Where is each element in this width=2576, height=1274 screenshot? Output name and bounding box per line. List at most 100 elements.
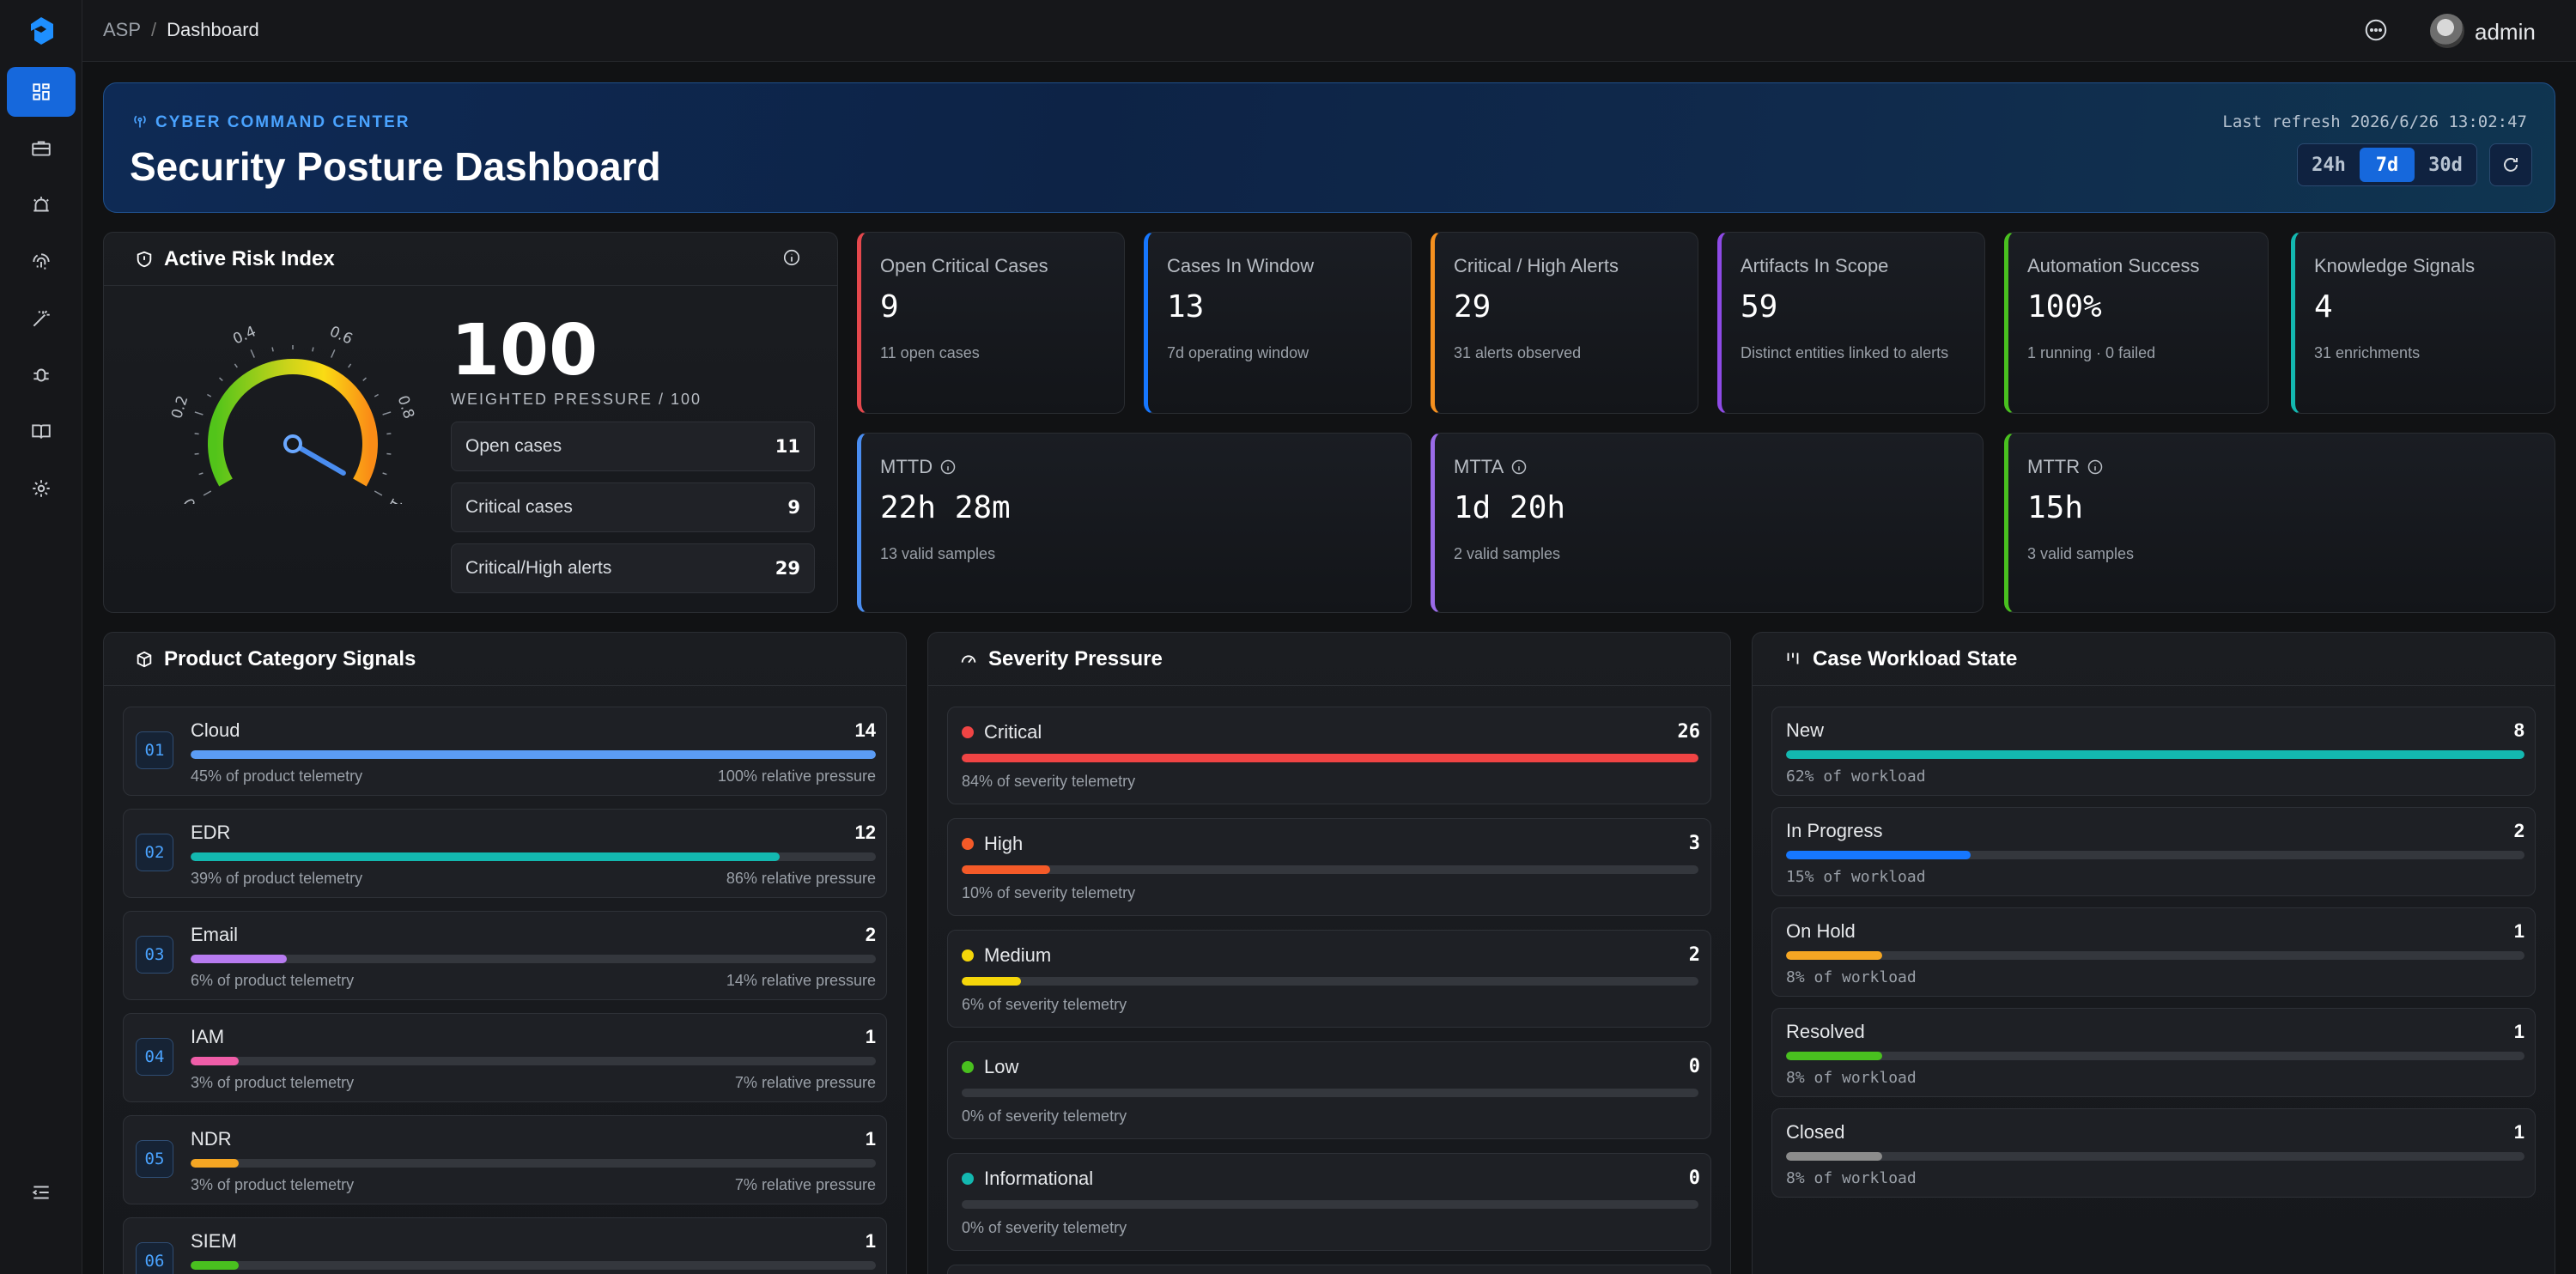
user-name[interactable]: admin (2475, 19, 2536, 45)
stat-cases-in-window[interactable]: Cases In Window 13 7d operating window (1144, 232, 1412, 414)
risk-row-open-cases: Open cases 11 (451, 422, 815, 471)
bug-icon (33, 368, 49, 382)
range-30d-button[interactable]: 30d (2428, 154, 2463, 176)
sidebar-item-settings[interactable] (7, 464, 76, 513)
severity-dot-icon (962, 1173, 974, 1185)
category-share: 3% of product telemetry (191, 1176, 355, 1193)
gauge-needle (290, 441, 346, 476)
workload-item[interactable]: On Hold 1 8% of workload (1771, 907, 2536, 997)
workload-item[interactable]: Resolved 1 8% of workload (1771, 1008, 2536, 1097)
chat-icon[interactable] (2363, 17, 2389, 43)
stat-label: Cases In Window (1167, 255, 1315, 276)
range-24h-button[interactable]: 24h (2312, 154, 2346, 176)
sidebar-item-threat-intel[interactable] (7, 237, 76, 287)
info-icon[interactable] (1510, 458, 1528, 476)
metric-mtta[interactable]: MTTA 1d 20h 2 valid samples (1431, 433, 1984, 613)
metric-label: MTTR (2027, 456, 2104, 478)
category-bar-fill (191, 1159, 239, 1168)
workload-state-name: Resolved (1786, 1021, 1865, 1042)
severity-bar-track (962, 977, 1698, 986)
severity-share: 0% of severity telemetry (962, 1107, 1127, 1125)
fingerprint-icon (33, 253, 50, 270)
severity-item[interactable]: Critical 26 84% of severity telemetry (947, 707, 1711, 804)
info-icon[interactable] (939, 458, 957, 476)
sidebar-item-alerts[interactable] (7, 180, 76, 230)
severity-bar-track (962, 1089, 1698, 1097)
metric-sub: 3 valid samples (2027, 545, 2135, 562)
category-count: 14 (854, 719, 876, 741)
stat-open-critical-cases[interactable]: Open Critical Cases 9 11 open cases (857, 232, 1125, 414)
metric-mttd[interactable]: MTTD 22h 28m 13 valid samples (857, 433, 1412, 613)
stat-sub: 31 alerts observed (1454, 344, 1582, 361)
stat-knowledge-signals[interactable]: Knowledge Signals 4 31 enrichments (2291, 232, 2555, 414)
workload-state-name: On Hold (1786, 920, 1856, 942)
stat-sub: 31 enrichments (2314, 344, 2421, 361)
severity-item[interactable]: Low 0 0% of severity telemetry (947, 1041, 1711, 1139)
severity-item[interactable]: Informational 0 0% of severity telemetry (947, 1153, 1711, 1251)
range-7d-button[interactable]: 7d (2360, 148, 2415, 182)
product-category-item[interactable]: 05 NDR 1 3% of product telemetry 7% relative… (123, 1115, 887, 1204)
sidebar-item-dashboard[interactable] (7, 67, 76, 117)
gauge-tick (198, 472, 204, 476)
stat-artifacts-in-scope[interactable]: Artifacts In Scope 59 Distinct entities … (1717, 232, 1985, 414)
workload-item[interactable]: New 8 62% of workload (1771, 707, 2536, 796)
info-icon[interactable] (782, 248, 801, 267)
category-index-badge: 04 (136, 1038, 173, 1076)
menu-collapse-icon (32, 1186, 49, 1199)
stat-value: 9 (880, 289, 899, 325)
product-category-item[interactable]: 03 Email 2 6% of product telemetry 14% relat… (123, 911, 887, 1000)
sidebar-item-automation[interactable] (7, 294, 76, 343)
severity-item[interactable]: Medium 2 6% of severity telemetry (947, 930, 1711, 1028)
product-category-item[interactable]: 01 Cloud 14 45% of product telemetry 100% re… (123, 707, 887, 796)
product-category-item[interactable]: 04 IAM 1 3% of product telemetry 7% relative… (123, 1013, 887, 1102)
severity-dot-icon (962, 838, 974, 850)
risk-panel-header: Active Risk Index (104, 233, 837, 286)
risk-panel: Active Risk Index 0 0.2 0.4 0.6 0.8 1 100 WEI… (103, 232, 838, 613)
workload-item[interactable]: In Progress 2 15% of workload (1771, 807, 2536, 896)
workload-bar-track (1786, 1152, 2524, 1161)
gauge-ticks: 0 0.2 0.4 0.6 0.8 1 (168, 323, 417, 504)
stat-label: Automation Success (2027, 255, 2200, 276)
sidebar-collapse-button[interactable] (7, 1168, 76, 1217)
severity-item[interactable]: High 3 10% of severity telemetry (947, 818, 1711, 916)
severity-bar-track (962, 865, 1698, 874)
sidebar-item-knowledge[interactable] (7, 407, 76, 457)
stat-critical-high-alerts[interactable]: Critical / High Alerts 29 31 alerts obse… (1431, 232, 1698, 414)
refresh-button[interactable] (2489, 143, 2532, 186)
stat-value: 4 (2314, 289, 2333, 325)
metric-label-text: MTTR (2027, 456, 2081, 477)
gauge-tick (271, 347, 274, 352)
workload-count: 1 (2513, 1121, 2524, 1143)
workload-item[interactable]: Closed 1 8% of workload (1771, 1108, 2536, 1198)
severity-item-partial[interactable] (947, 1265, 1711, 1274)
product-category-item[interactable]: 06 SIEM 1 (123, 1217, 887, 1274)
gauge-tick (382, 411, 392, 416)
workload-bar-fill (1786, 750, 2524, 759)
category-name: SIEM (191, 1230, 237, 1252)
gauge-tick (382, 472, 387, 476)
category-share: 45% of product telemetry (191, 767, 363, 785)
book-icon (32, 424, 51, 439)
category-index-badge: 06 (136, 1242, 173, 1274)
gauge-tick (219, 377, 223, 381)
risk-subtitle: WEIGHTED PRESSURE / 100 (451, 391, 702, 408)
avatar[interactable] (2430, 14, 2464, 48)
breadcrumb-root[interactable]: ASP (103, 19, 142, 40)
sidebar-item-investigation[interactable] (7, 350, 76, 400)
sidebar-item-cases[interactable] (7, 124, 76, 173)
stat-label: Open Critical Cases (880, 255, 1048, 276)
metric-value: 1d 20h (1454, 490, 1566, 525)
gauge-tick (374, 393, 379, 397)
product-category-item[interactable]: 02 EDR 12 39% of product telemetry 86% relat… (123, 809, 887, 898)
category-index-badge: 02 (136, 834, 173, 871)
metric-mttr[interactable]: MTTR 15h 3 valid samples (2004, 433, 2555, 613)
app-logo-icon[interactable] (24, 15, 58, 46)
severity-bar-fill (962, 977, 1021, 986)
category-bar-fill (191, 852, 781, 861)
category-bar-fill (191, 750, 876, 759)
workload-count: 2 (2513, 820, 2524, 841)
risk-row-critical-high-alerts: Critical/High alerts 29 (451, 543, 815, 593)
stat-automation-success[interactable]: Automation Success 100% 1 running · 0 fa… (2004, 232, 2269, 414)
package-icon (137, 651, 152, 667)
info-icon[interactable] (2087, 458, 2104, 476)
